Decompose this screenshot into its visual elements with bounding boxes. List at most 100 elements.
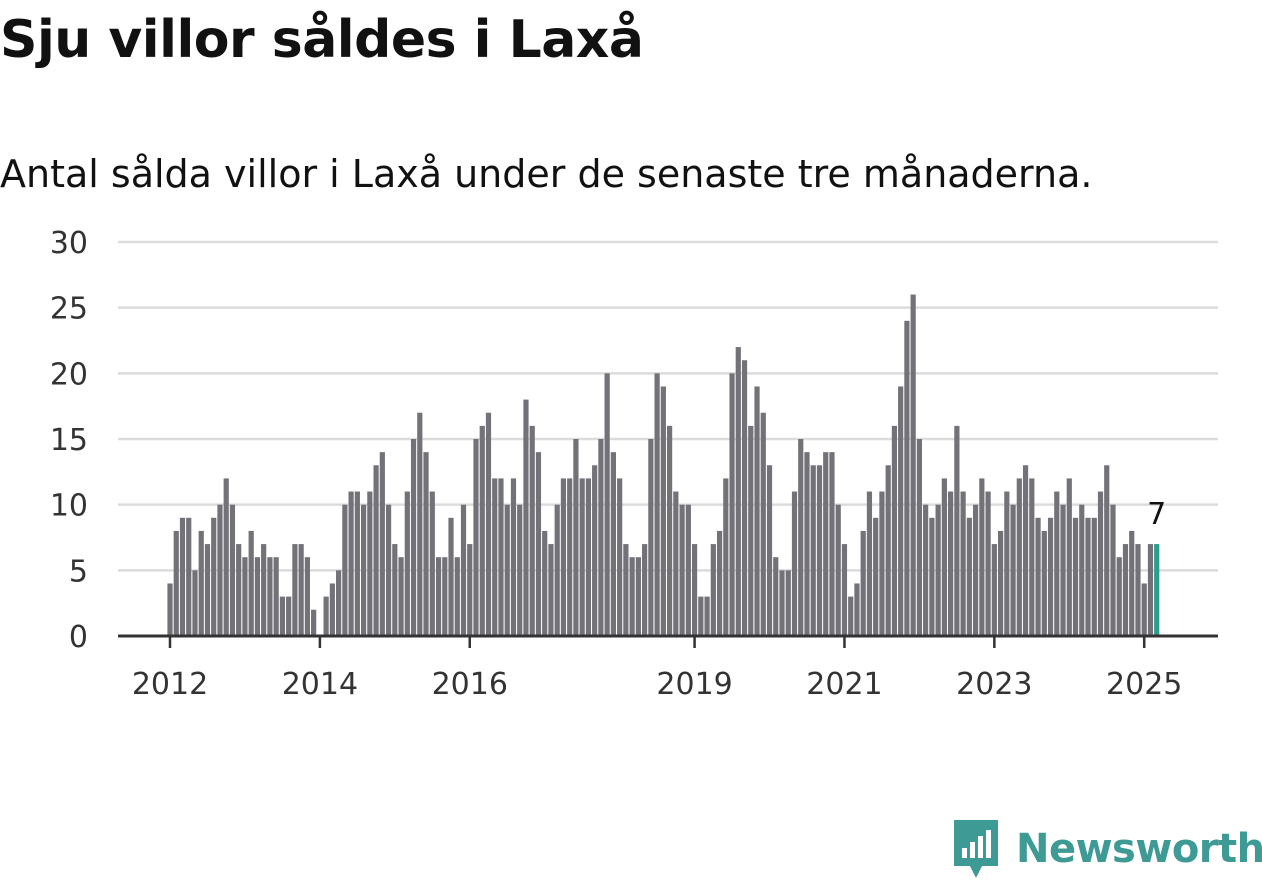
bar — [898, 386, 904, 636]
bar — [660, 386, 666, 636]
bar — [729, 373, 735, 636]
bar — [841, 544, 848, 636]
bar — [823, 452, 829, 636]
bar — [410, 439, 417, 636]
bar — [891, 425, 898, 636]
bar — [361, 504, 367, 636]
bar — [585, 478, 592, 636]
bar — [329, 583, 335, 636]
bar — [804, 452, 810, 636]
bar — [679, 504, 685, 636]
bar — [579, 478, 585, 636]
bar — [373, 465, 379, 636]
bar — [1141, 583, 1147, 636]
bar — [1072, 517, 1079, 636]
bar — [1022, 465, 1029, 636]
bar — [542, 530, 548, 636]
bar — [560, 478, 567, 636]
bar — [323, 596, 329, 636]
y-tick-label: 15 — [50, 423, 88, 458]
bar — [873, 517, 879, 636]
bar — [904, 320, 910, 636]
bar — [567, 478, 573, 636]
bar — [629, 557, 635, 636]
bar — [604, 373, 610, 636]
bar-labels: 7 — [1147, 497, 1166, 532]
bar — [954, 425, 960, 636]
bar — [429, 491, 435, 636]
bar — [248, 530, 254, 636]
y-tick-label: 0 — [69, 620, 88, 655]
bar — [648, 439, 654, 636]
bar — [748, 425, 754, 636]
bar — [716, 530, 723, 636]
chart-subtitle: Antal sålda villor i Laxå under de senas… — [0, 152, 1093, 196]
bar — [1066, 478, 1072, 636]
bar — [1091, 517, 1097, 636]
bar — [279, 596, 286, 636]
bar — [548, 544, 554, 636]
bar — [1147, 544, 1154, 636]
newsworthy-logo-icon — [954, 820, 998, 878]
bar — [798, 439, 804, 636]
bar — [398, 557, 404, 636]
bar — [217, 504, 223, 636]
bar — [642, 544, 648, 636]
bar — [354, 491, 360, 636]
x-tick-label: 2025 — [1106, 667, 1182, 702]
bar — [1116, 557, 1122, 636]
bar — [504, 504, 510, 636]
y-tick-label: 10 — [50, 489, 88, 524]
bar — [186, 517, 192, 636]
x-tick-label: 2021 — [806, 667, 882, 702]
bar — [973, 504, 979, 636]
bar — [404, 491, 410, 636]
bar — [473, 439, 479, 636]
bar — [1060, 504, 1066, 636]
bar — [204, 544, 211, 636]
bar — [654, 373, 660, 636]
bar — [948, 491, 954, 636]
bar — [311, 609, 317, 636]
bar — [442, 557, 448, 636]
bar — [854, 583, 860, 636]
y-axis-ticks: 0 5 10 15 20 25 30 — [50, 226, 88, 655]
bar — [791, 491, 798, 636]
bar — [460, 504, 467, 636]
bar — [1004, 491, 1010, 636]
y-tick-label: 5 — [69, 554, 88, 589]
bar — [261, 544, 267, 636]
bar — [623, 544, 629, 636]
bar — [229, 504, 236, 636]
bar — [754, 386, 760, 636]
bar — [198, 530, 204, 636]
bar — [348, 491, 354, 636]
bar — [485, 412, 492, 636]
bar — [592, 465, 598, 636]
bar — [879, 491, 885, 636]
bar — [773, 557, 779, 636]
bar — [298, 544, 304, 636]
bar — [779, 570, 785, 636]
bar — [367, 491, 373, 636]
bar — [1035, 517, 1041, 636]
bar — [1104, 465, 1110, 636]
bar — [885, 465, 891, 636]
bar — [211, 517, 217, 636]
x-axis-ticks: 2012 2014 2016 2019 2021 2023 2025 — [132, 636, 1182, 702]
x-tick-label: 2016 — [432, 667, 508, 702]
bar — [1016, 478, 1022, 636]
highlight-bar — [1154, 544, 1160, 636]
bar — [236, 544, 242, 636]
y-tick-label: 20 — [50, 357, 88, 392]
bar — [517, 504, 523, 636]
bar — [529, 425, 535, 636]
bar — [635, 557, 641, 636]
bar — [167, 583, 173, 636]
bar — [966, 517, 972, 636]
bar — [179, 517, 186, 636]
bar — [1129, 530, 1135, 636]
bar — [979, 478, 985, 636]
bar — [417, 412, 423, 636]
newsworthy-logo: Newsworthy — [950, 818, 1262, 880]
